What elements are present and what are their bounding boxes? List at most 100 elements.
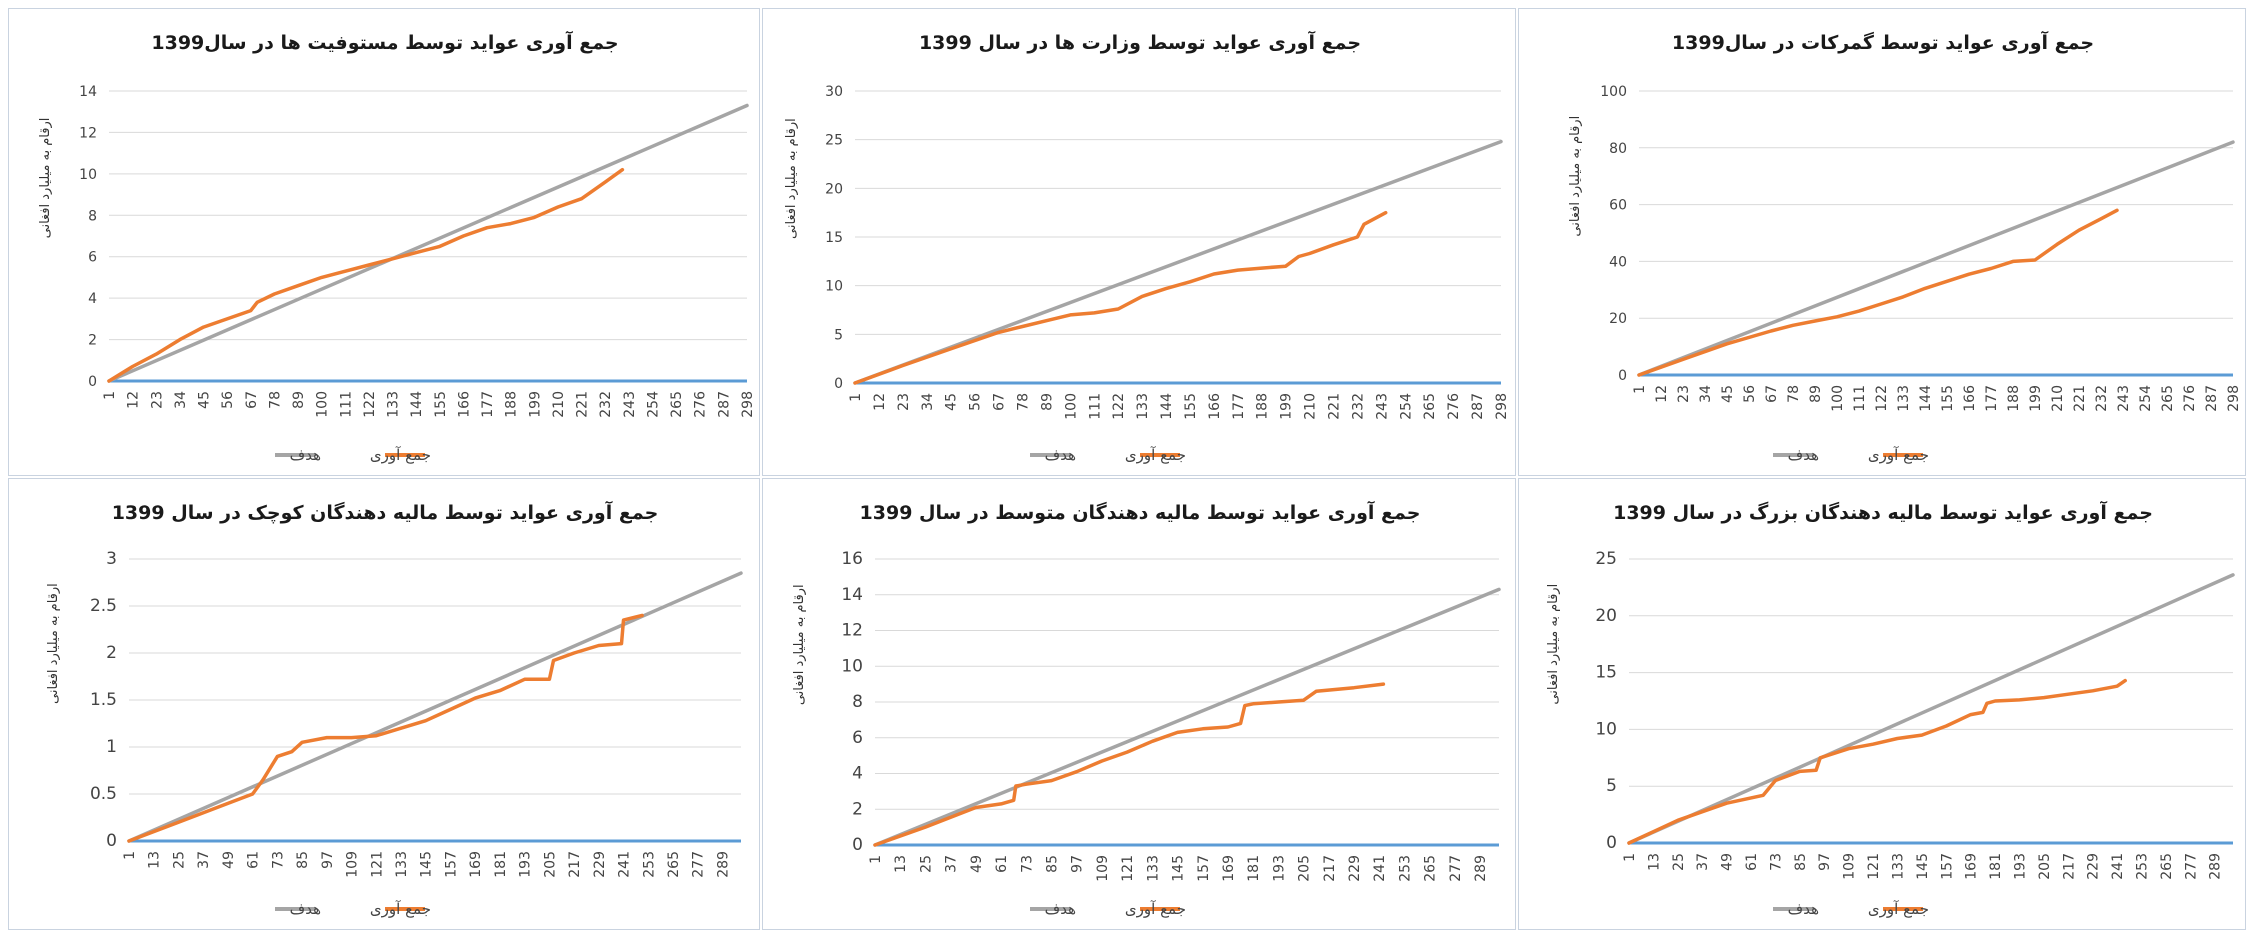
x-tick-label: 1: [848, 393, 864, 402]
x-tick-label: 109: [1095, 855, 1111, 882]
y-tick-label: 12: [79, 125, 97, 141]
chart-panel-3: جمع آوری عواید توسط گمرکات در سال1399 0 20…: [1518, 8, 2246, 476]
x-tick-label: 13: [147, 851, 163, 869]
y-tick-label: 8: [88, 208, 97, 224]
legend-target-label: هدف: [1045, 900, 1076, 918]
x-tick-label: 78: [1786, 385, 1802, 403]
x-tick-label: 166: [1962, 385, 1978, 412]
actual-series-line: [1637, 208, 2119, 377]
x-tick-label: 298: [2226, 385, 2242, 412]
legend-target-label: هدف: [1788, 900, 1819, 918]
y-tick-label: 0: [1606, 833, 1617, 853]
x-tick-label: 121: [1120, 855, 1136, 882]
y-tick-label: 30: [825, 84, 843, 100]
x-tick-label: 97: [1817, 853, 1833, 871]
x-tick-label: 276: [2182, 385, 2198, 412]
y-tick-label: 2.5: [90, 596, 117, 616]
chart-svg: جمع آوری عواید توسط مالیه دهندگان کوچک د…: [46, 500, 743, 918]
y-axis-label: ارقام به میلیارد افغانی: [1546, 584, 1561, 705]
x-tick-label: 67: [1764, 385, 1780, 403]
y-tick-label: 2: [852, 799, 863, 819]
x-tick-label: 37: [1695, 853, 1711, 871]
y-tick-label: 16: [841, 549, 863, 569]
x-tick-label: 23: [896, 393, 912, 411]
x-tick-label: 169: [1221, 855, 1237, 882]
actual-series-line: [1627, 678, 2127, 845]
x-tick-label: 298: [740, 391, 756, 418]
x-tick-label: 265: [2159, 853, 2175, 880]
actual-series-line: [127, 613, 644, 843]
y-tick-label: 6: [852, 728, 863, 748]
x-tick-label: 155: [1940, 385, 1956, 412]
x-tick-label: 145: [1915, 853, 1931, 880]
x-tick-label: 241: [1372, 855, 1388, 882]
y-tick-label: 60: [1609, 198, 1627, 214]
y-tick-label: 5: [834, 327, 843, 343]
x-tick-label: 205: [542, 851, 558, 878]
x-tick-label: 1: [102, 391, 118, 400]
x-tick-label: 188: [504, 391, 520, 418]
x-tick-label: 67: [244, 391, 260, 409]
x-tick-label: 145: [1171, 855, 1187, 882]
y-tick-label: 2: [88, 333, 97, 349]
x-tick-label: 49: [221, 851, 237, 869]
x-tick-label: 78: [1015, 393, 1031, 411]
chart-panel-4: جمع آوری عواید توسط مالیه دهندگان کوچک د…: [8, 478, 760, 930]
y-tick-label: 14: [79, 84, 97, 100]
x-tick-label: 298: [1494, 393, 1510, 420]
x-tick-label: 121: [1866, 853, 1882, 880]
x-tick-label: 73: [270, 851, 286, 869]
y-tick-label: 40: [1609, 254, 1627, 270]
x-tick-label: 265: [666, 851, 682, 878]
x-tick-label: 23: [149, 391, 165, 409]
x-tick-label: 111: [1852, 385, 1868, 412]
x-tick-label: 34: [1698, 385, 1714, 403]
y-tick-label: 0: [106, 831, 117, 851]
x-tick-label: 265: [1423, 855, 1439, 882]
x-tick-label: 169: [468, 851, 484, 878]
x-tick-label: 169: [1964, 853, 1980, 880]
y-tick-label: 25: [825, 133, 843, 149]
y-tick-label: 2: [106, 643, 117, 663]
y-tick-label: 0: [88, 374, 97, 390]
legend-target-label: هدف: [1788, 446, 1819, 464]
y-tick-label: 10: [841, 656, 863, 676]
legend-target-label: هدف: [1045, 446, 1076, 464]
x-tick-label: 89: [1039, 393, 1055, 411]
x-tick-label: 289: [1473, 855, 1489, 882]
x-tick-label: 37: [944, 855, 960, 873]
x-tick-label: 199: [2028, 385, 2044, 412]
x-tick-label: 232: [2094, 385, 2110, 412]
x-tick-label: 155: [433, 391, 449, 418]
x-tick-label: 232: [598, 391, 614, 418]
x-tick-label: 221: [2072, 385, 2088, 412]
x-tick-label: 122: [1874, 385, 1890, 412]
x-tick-label: 265: [669, 391, 685, 418]
y-tick-label: 20: [1595, 606, 1617, 626]
y-axis-label: ارقام به میلیارد افغانی: [38, 118, 53, 239]
x-tick-label: 25: [1671, 853, 1687, 871]
x-tick-label: 49: [1720, 853, 1736, 871]
chart-svg: جمع آوری عواید توسط گمرکات در سال1399 0 20…: [1568, 30, 2242, 464]
x-tick-label: 188: [2006, 385, 2022, 412]
x-tick-label: 56: [1742, 385, 1758, 403]
x-tick-label: 49: [969, 855, 985, 873]
legend-target-label: هدف: [290, 446, 321, 464]
x-tick-label: 12: [1654, 385, 1670, 403]
target-series-line: [873, 587, 1501, 847]
chart-title: جمع آوری عواید توسط گمرکات در سال1399: [1672, 30, 2094, 54]
x-tick-label: 205: [2037, 853, 2053, 880]
y-tick-label: 20: [1609, 311, 1627, 327]
chart-panel-2: جمع آوری عواید توسط وزارت ها در سال 1399…: [762, 8, 1516, 476]
target-series-line: [107, 103, 749, 383]
x-tick-label: 73: [1768, 853, 1784, 871]
y-tick-label: 15: [1595, 663, 1617, 683]
x-tick-label: 122: [362, 391, 378, 418]
y-tick-label: 4: [852, 764, 863, 784]
x-tick-label: 155: [1183, 393, 1199, 420]
y-tick-label: 14: [841, 585, 863, 605]
y-tick-label: 0.5: [90, 784, 117, 804]
x-tick-label: 289: [715, 851, 731, 878]
x-tick-label: 221: [1327, 393, 1343, 420]
x-tick-label: 1: [1622, 853, 1638, 862]
